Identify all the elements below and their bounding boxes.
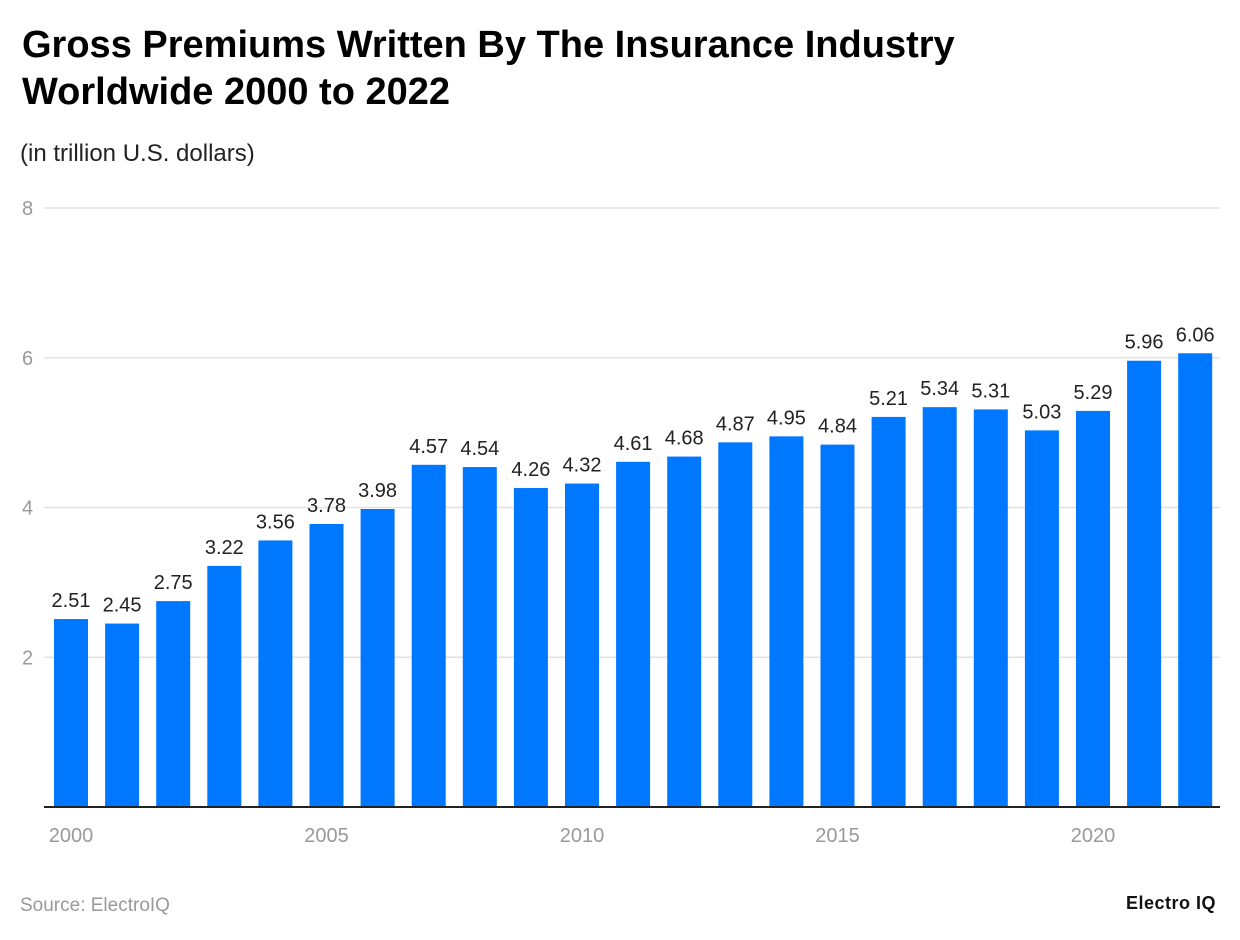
bar-2021 — [1127, 360, 1162, 807]
source-note: Source: ElectroIQ — [20, 895, 170, 916]
x-tick-label: 2005 — [304, 825, 349, 847]
bar-2005 — [309, 523, 344, 807]
bar-2014 — [769, 436, 804, 807]
data-label-2007: 4.57 — [409, 436, 448, 458]
bar-2011 — [616, 461, 651, 807]
bar-2022 — [1178, 353, 1213, 807]
bar-2017 — [922, 407, 957, 807]
data-label-2020: 5.29 — [1074, 382, 1113, 404]
data-label-2021: 5.96 — [1125, 332, 1164, 354]
data-label-2014: 4.95 — [767, 407, 806, 429]
data-label-2015: 4.84 — [818, 416, 857, 438]
data-label-2005: 3.78 — [307, 495, 346, 517]
data-label-2009: 4.26 — [511, 459, 550, 481]
electroiq-logo: Electro IQ — [1125, 893, 1216, 913]
data-label-2001: 2.45 — [103, 595, 142, 617]
bar-2018 — [973, 409, 1008, 807]
data-label-2017: 5.34 — [920, 378, 959, 400]
data-label-2016: 5.21 — [869, 388, 908, 410]
y-tick-label: 4 — [22, 498, 33, 520]
data-label-2006: 3.98 — [358, 480, 397, 502]
y-tick-label: 8 — [22, 198, 33, 220]
bar-2019 — [1024, 430, 1059, 807]
data-label-2012: 4.68 — [665, 428, 704, 450]
data-label-2013: 4.87 — [716, 413, 755, 435]
data-label-2003: 3.22 — [205, 537, 244, 559]
bar-2016 — [871, 416, 906, 807]
x-tick-label: 2000 — [49, 825, 94, 847]
data-label-2022: 6.06 — [1176, 324, 1215, 346]
data-label-2008: 4.54 — [460, 438, 499, 460]
data-label-2000: 2.51 — [52, 590, 91, 612]
y-tick-label: 2 — [22, 647, 33, 669]
bar-2000 — [54, 619, 88, 807]
x-tick-label: 2020 — [1071, 825, 1116, 847]
data-label-2010: 4.32 — [563, 455, 602, 477]
bar-2001 — [105, 623, 140, 807]
x-tick-label: 2010 — [560, 825, 605, 847]
bar-2012 — [667, 456, 702, 807]
bar-2006 — [360, 508, 395, 807]
bar-2015 — [820, 444, 855, 807]
data-label-2018: 5.31 — [971, 380, 1010, 402]
chart-title: Gross Premiums Written By The Insurance … — [22, 24, 955, 113]
bar-2020 — [1076, 410, 1110, 807]
bar-2010 — [565, 483, 599, 807]
data-label-2019: 5.03 — [1022, 401, 1061, 423]
bar-2013 — [718, 442, 753, 807]
bar-2009 — [513, 488, 548, 807]
data-label-2002: 2.75 — [154, 572, 193, 594]
bar-2004 — [258, 540, 293, 807]
data-label-2011: 4.61 — [614, 433, 653, 455]
bar-2008 — [462, 467, 497, 807]
chart-subtitle: (in trillion U.S. dollars) — [20, 140, 255, 167]
y-tick-label: 6 — [22, 348, 33, 370]
data-label-2004: 3.56 — [256, 511, 295, 533]
bar-2003 — [207, 565, 242, 807]
bar-2007 — [411, 464, 446, 807]
x-tick-label: 2015 — [815, 825, 860, 847]
bar-2002 — [156, 601, 191, 807]
